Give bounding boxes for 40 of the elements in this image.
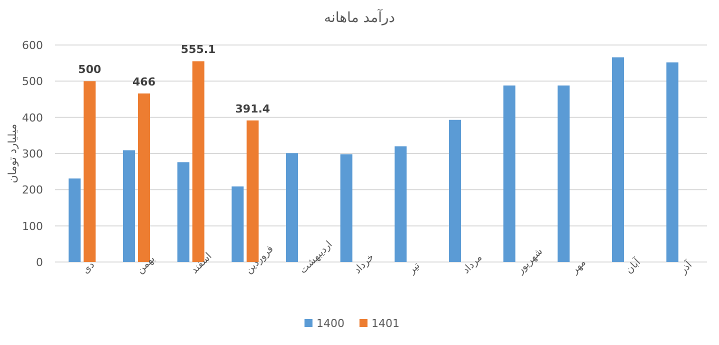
x-tick-label: آذر xyxy=(676,258,696,277)
bar xyxy=(340,154,352,262)
bar xyxy=(286,153,298,262)
x-tick-label: مهر xyxy=(568,257,588,277)
bar xyxy=(666,62,678,262)
bar xyxy=(232,186,244,262)
bar xyxy=(84,81,96,262)
data-label: 466 xyxy=(132,75,156,88)
y-tick-label: 500 xyxy=(22,75,43,88)
y-tick-label: 0 xyxy=(36,256,43,269)
y-tick-label: 300 xyxy=(22,148,43,160)
bar xyxy=(123,150,135,262)
data-label: 500 xyxy=(78,63,102,76)
bar xyxy=(394,146,407,262)
bar xyxy=(68,178,81,262)
legend-label: 1400 xyxy=(316,317,344,330)
x-tick-label: مرداد xyxy=(460,252,485,276)
x-tick-label: اردیبهشت xyxy=(298,239,335,276)
y-tick-label: 100 xyxy=(22,220,43,233)
x-tick-label: تیر xyxy=(406,260,422,277)
y-tick-label: 200 xyxy=(22,184,43,197)
bar xyxy=(503,86,516,262)
x-tick-label: اسفند xyxy=(189,251,214,276)
bar xyxy=(177,162,190,262)
bar xyxy=(558,86,570,262)
bar xyxy=(449,120,461,262)
x-tick-label: شهریور xyxy=(514,246,546,277)
y-tick-label: 600 xyxy=(22,39,43,52)
x-tick-label: فروردین xyxy=(244,244,276,276)
legend-label: 1401 xyxy=(372,317,400,330)
x-tick-label: بهمن xyxy=(134,254,158,276)
y-tick-label: 400 xyxy=(22,111,43,124)
data-label: 391.4 xyxy=(235,102,270,116)
bar xyxy=(612,57,624,262)
x-tick-label: خرداد xyxy=(352,252,376,276)
x-tick-label: دی xyxy=(80,260,97,276)
data-label: 555.1 xyxy=(180,43,216,56)
x-tick-label: آبان xyxy=(622,254,644,276)
chart-title: درآمد ماهانه xyxy=(324,8,395,26)
y-axis-title: میلیارد تومان xyxy=(6,124,19,184)
